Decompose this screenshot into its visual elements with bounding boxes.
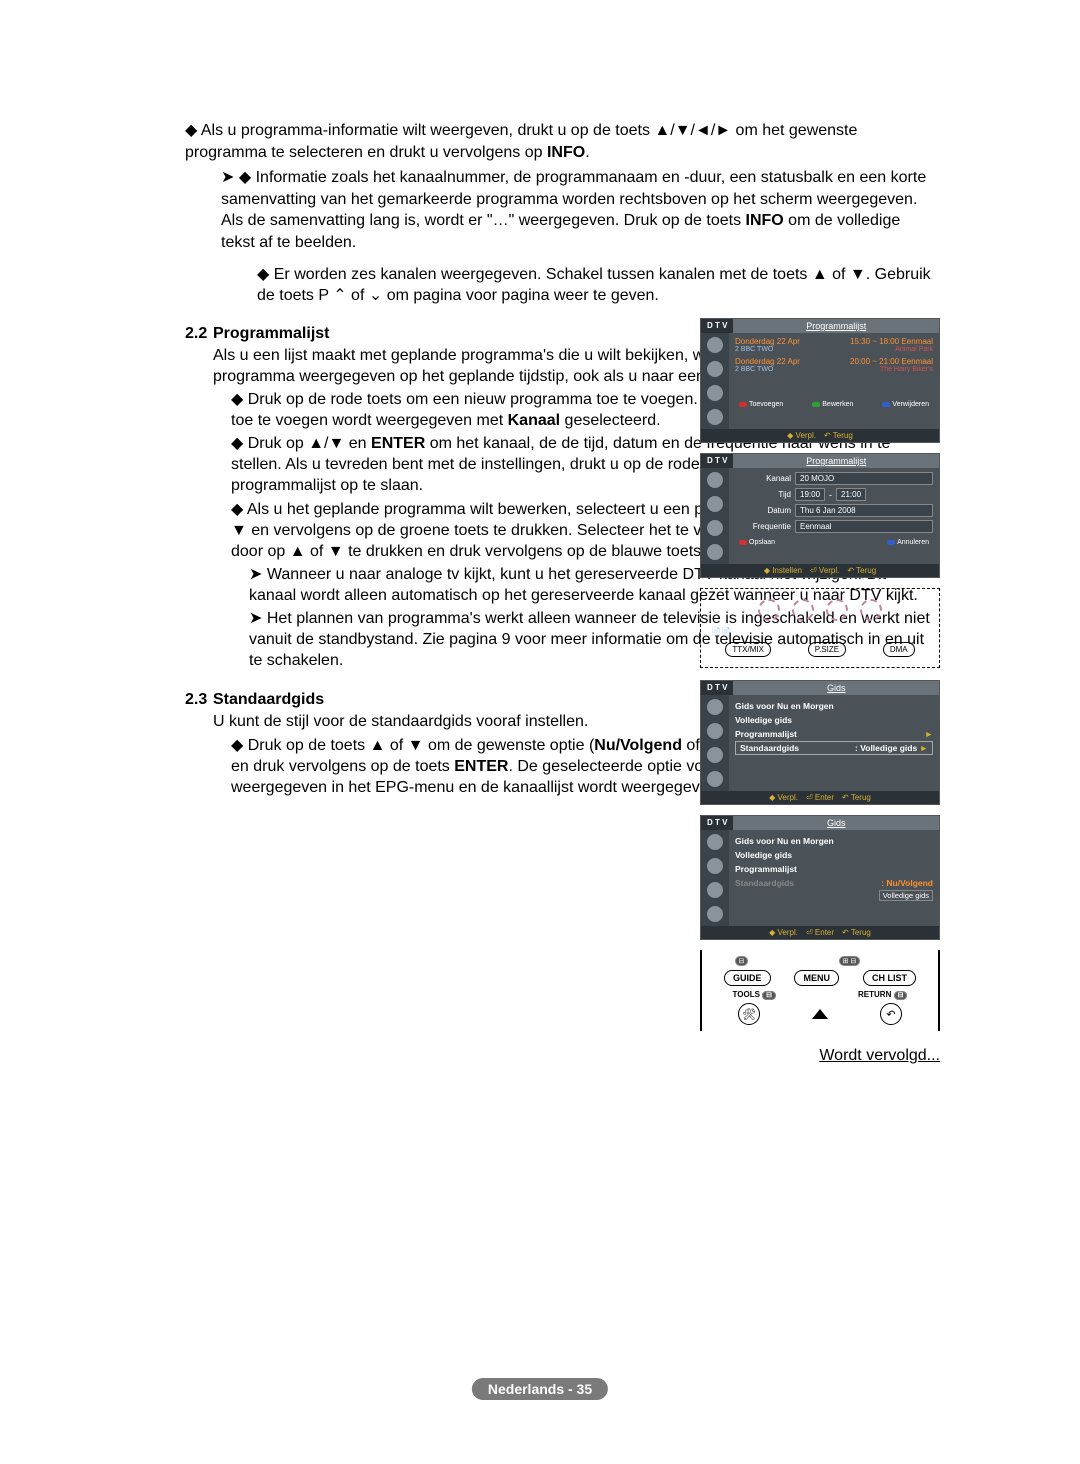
- intro-p1: Als u programma-informatie wilt weergeve…: [185, 120, 935, 163]
- remote-snippet-1: 📄📄 TTX/MIX P.SIZE DMA: [700, 588, 940, 668]
- page-footer: Nederlands - 35: [472, 1378, 608, 1400]
- continued-text: Wordt vervolgd...: [700, 1047, 940, 1065]
- tv-menu-gids-1: D T VGids Gids voor Nu en Morgen Volledi…: [700, 680, 940, 805]
- nav-up-icon[interactable]: [812, 1009, 828, 1019]
- right-column: D T VProgrammalijst Donderdag 22 Apr15:3…: [700, 318, 940, 1065]
- tv-menu-gids-2: D T VGids Gids voor Nu en Morgen Volledi…: [700, 815, 940, 940]
- btn-psize[interactable]: P.SIZE: [808, 642, 846, 657]
- intro-p2: Informatie zoals het kanaalnummer, de pr…: [221, 167, 935, 253]
- btn-chlist[interactable]: CH LIST: [863, 970, 916, 986]
- btn-dma[interactable]: DMA: [883, 642, 915, 657]
- btn-menu[interactable]: MENU: [794, 970, 839, 986]
- tv-menu-programmalijst-edit: D T VProgrammalijst Kanaal20 MOJO Tijd19…: [700, 453, 940, 578]
- intro-p3: Er worden zes kanalen weergegeven. Schak…: [257, 264, 935, 307]
- btn-tools[interactable]: 🛠: [738, 1003, 760, 1025]
- sec-num: 2.2: [185, 325, 213, 674]
- remote-snippet-2: ⊟⊞ ⊟ GUIDE MENU CH LIST TOOLS ⊟ RETURN ⊟…: [700, 950, 940, 1031]
- sec-num-23: 2.3: [185, 691, 213, 799]
- btn-return[interactable]: ↶: [880, 1003, 902, 1025]
- intro-block: Als u programma-informatie wilt weergeve…: [185, 120, 935, 307]
- btn-guide[interactable]: GUIDE: [724, 970, 771, 986]
- tv-menu-programmalijst-list: D T VProgrammalijst Donderdag 22 Apr15:3…: [700, 318, 940, 443]
- btn-ttxmix[interactable]: TTX/MIX: [725, 642, 771, 657]
